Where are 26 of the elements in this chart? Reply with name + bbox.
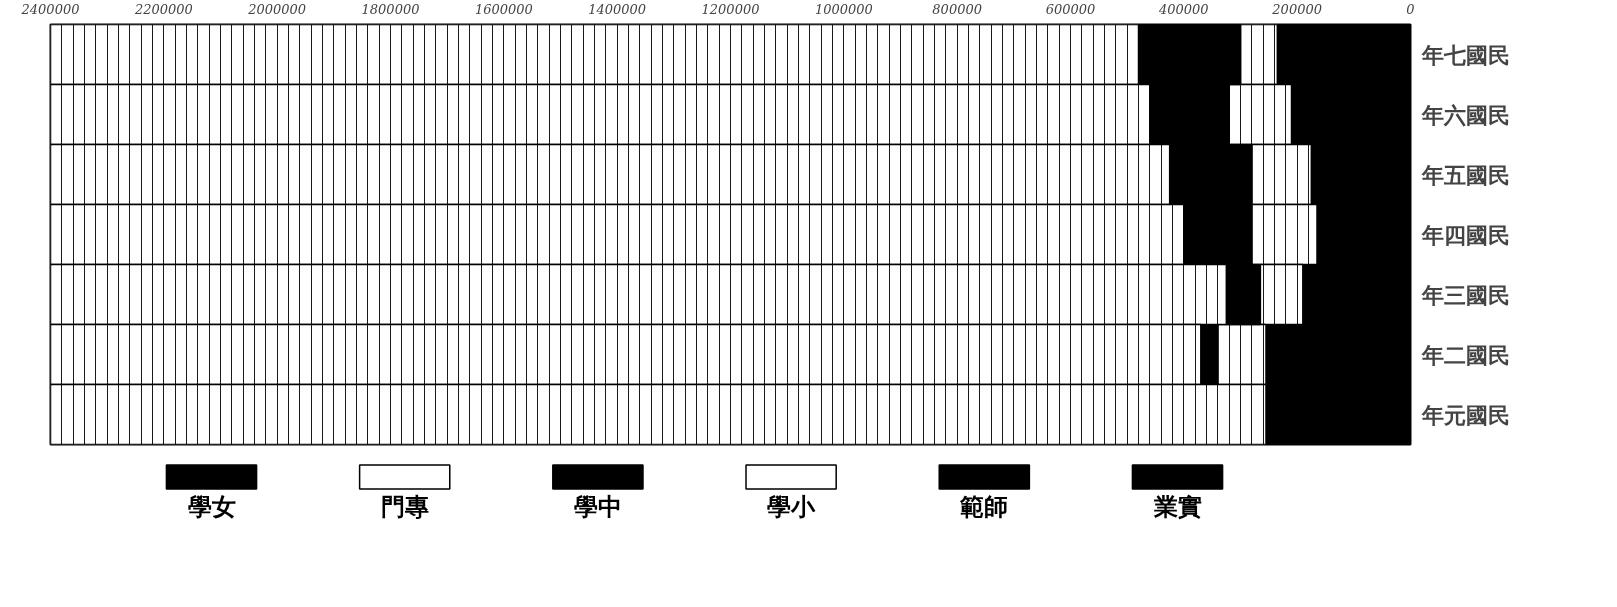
y-tick-label: 年元國民	[1420, 401, 1510, 428]
x-tick-label: 200000	[1271, 1, 1322, 17]
y-tick-label: 年六國民	[1420, 101, 1510, 128]
x-tick-label: 0	[1406, 1, 1415, 17]
x-tick-label: 1000000	[814, 1, 873, 17]
y-tick-label: 年三國民	[1420, 281, 1510, 308]
x-tick-label: 2400000	[20, 1, 80, 17]
x-tick-label: 2000000	[247, 1, 307, 17]
legend-label: 學中	[573, 492, 622, 521]
legend-label: 學小	[767, 492, 817, 521]
legend-label: 學女	[187, 492, 236, 521]
x-tick-label: 1600000	[474, 1, 533, 17]
x-tick-label: 400000	[1158, 1, 1209, 17]
legend-label: 業實	[1152, 492, 1202, 521]
x-tick-label: 1200000	[701, 1, 760, 17]
x-tick-label: 1400000	[588, 1, 647, 17]
x-tick-label: 800000	[932, 1, 982, 17]
y-tick-label: 年七國民	[1420, 41, 1510, 68]
y-tick-label: 年二國民	[1420, 341, 1510, 368]
y-tick-label: 年四國民	[1420, 221, 1510, 248]
y-tick-label: 年五國民	[1420, 161, 1510, 188]
legend-label: 範師	[959, 492, 1009, 521]
x-tick-label: 600000	[1045, 1, 1096, 17]
x-tick-label: 1800000	[361, 1, 420, 17]
legend-label: 門專	[380, 492, 429, 521]
x-tick-label: 2200000	[133, 1, 193, 17]
